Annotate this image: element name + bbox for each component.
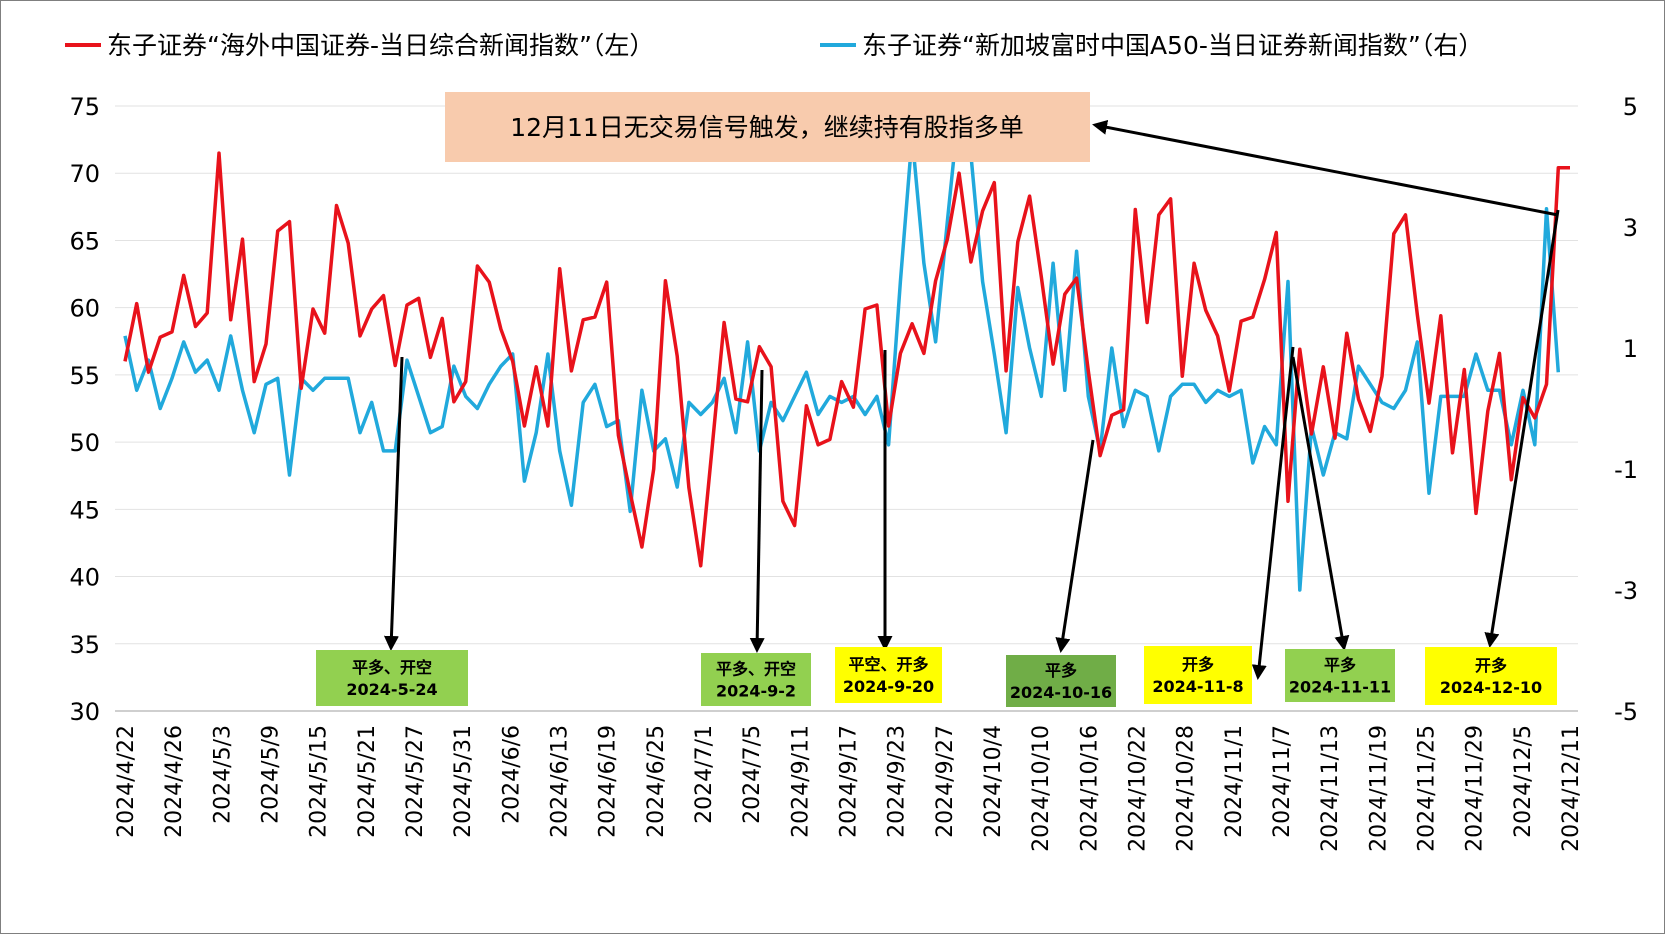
x-tick-label: 2024/5/31 bbox=[451, 725, 476, 838]
x-tick-label: 2024/9/23 bbox=[885, 725, 910, 838]
signal-action: 平多 bbox=[1045, 661, 1077, 680]
signal-arrow bbox=[1484, 209, 1560, 648]
signal-date: 2024-9-2 bbox=[716, 682, 796, 701]
x-tick-label: 2024/6/25 bbox=[644, 725, 669, 838]
signal-date: 2024-11-8 bbox=[1152, 677, 1243, 696]
right-axis-ticks: -5 -3 -1 1 3 5 bbox=[1614, 93, 1638, 726]
signal-arrow bbox=[1291, 356, 1350, 651]
signal-box: 平空、开多 2024-9-20 bbox=[835, 647, 942, 703]
signal-arrows bbox=[383, 119, 1560, 680]
signal-arrow bbox=[1251, 346, 1295, 680]
x-tick-label: 2024/6/19 bbox=[596, 725, 621, 838]
x-tick-label: 2024/11/1 bbox=[1222, 725, 1247, 838]
x-tick-label: 2024/6/6 bbox=[499, 725, 524, 824]
right-tick-label: -1 bbox=[1614, 456, 1638, 484]
right-tick-label: 1 bbox=[1623, 335, 1638, 363]
x-tick-label: 2024/11/25 bbox=[1415, 725, 1440, 852]
x-tick-label: 2024/7/5 bbox=[740, 725, 765, 824]
x-tick-label: 2024/5/27 bbox=[403, 725, 428, 838]
legend: 东子证券“海外中国证券-当日综合新闻指数”（左） 东子证券“新加坡富时中国A50-… bbox=[65, 31, 1483, 60]
signal-date: 2024-12-10 bbox=[1440, 678, 1542, 697]
left-tick-label: 50 bbox=[69, 429, 100, 457]
right-tick-label: 3 bbox=[1623, 214, 1638, 242]
left-tick-label: 30 bbox=[69, 698, 100, 726]
signal-boxes: 平多、开空 2024-5-24 平多、开空 2024-9-2 平空、开多 2024-9-2… bbox=[316, 646, 1557, 707]
x-tick-label: 2024/10/28 bbox=[1174, 725, 1199, 852]
left-tick-label: 65 bbox=[69, 227, 100, 255]
signal-date: 2024-11-11 bbox=[1289, 678, 1391, 697]
series-lines bbox=[123, 104, 1570, 592]
x-tick-label: 2024/12/5 bbox=[1511, 725, 1536, 838]
signal-box: 平多 2024-10-16 bbox=[1006, 655, 1116, 707]
left-tick-label: 55 bbox=[69, 362, 100, 390]
callout: 12月11日无交易信号触发，继续持有股指多单 bbox=[445, 92, 1090, 162]
signal-arrow bbox=[1092, 119, 1559, 217]
x-tick-label: 2024/6/13 bbox=[548, 725, 573, 838]
signal-arrow bbox=[749, 369, 765, 653]
signal-box: 平多、开空 2024-5-24 bbox=[316, 650, 468, 706]
x-tick-label: 2024/10/10 bbox=[1029, 725, 1054, 852]
x-tick-label: 2024/5/15 bbox=[307, 725, 332, 838]
series-line-left bbox=[123, 151, 1570, 568]
x-tick-label: 2024/11/13 bbox=[1318, 725, 1343, 852]
x-tick-label: 2024/12/11 bbox=[1559, 725, 1584, 852]
x-axis-ticks: 2024/4/22 2024/4/26 2024/5/3 2024/5/9 2024/5… bbox=[114, 725, 1584, 852]
x-tick-label: 2024/11/7 bbox=[1270, 725, 1295, 838]
right-tick-label: -3 bbox=[1614, 577, 1638, 605]
signal-date: 2024-10-16 bbox=[1010, 683, 1112, 702]
x-tick-label: 2024/10/22 bbox=[1126, 725, 1151, 852]
signal-action: 开多 bbox=[1475, 656, 1507, 675]
x-tick-label: 2024/7/1 bbox=[692, 725, 717, 824]
signal-box: 开多 2024-12-10 bbox=[1425, 647, 1557, 705]
signal-action: 平多、开空 bbox=[352, 658, 432, 677]
legend-label: 东子证券“海外中国证券-当日综合新闻指数”（左） bbox=[107, 31, 654, 60]
right-tick-label: -5 bbox=[1614, 698, 1638, 726]
signal-arrow bbox=[383, 356, 404, 651]
x-tick-label: 2024/10/4 bbox=[981, 725, 1006, 838]
x-tick-label: 2024/5/21 bbox=[355, 725, 380, 838]
signal-arrow bbox=[1055, 439, 1095, 653]
left-tick-label: 40 bbox=[69, 564, 100, 592]
legend-label: 东子证券“新加坡富时中国A50-当日证券新闻指数”（右） bbox=[862, 31, 1483, 60]
x-tick-label: 2024/4/26 bbox=[162, 725, 187, 838]
signal-box: 平多 2024-11-11 bbox=[1285, 649, 1395, 702]
x-tick-label: 2024/5/9 bbox=[259, 725, 284, 824]
signal-action: 开多 bbox=[1182, 655, 1214, 674]
x-tick-label: 2024/9/17 bbox=[837, 725, 862, 838]
left-tick-label: 35 bbox=[69, 631, 100, 659]
x-tick-label: 2024/11/29 bbox=[1463, 725, 1488, 852]
gridlines bbox=[115, 105, 1578, 712]
signal-date: 2024-5-24 bbox=[346, 680, 437, 699]
x-tick-label: 2024/10/16 bbox=[1077, 725, 1102, 852]
x-tick-label: 2024/9/27 bbox=[933, 725, 958, 838]
callout-text: 12月11日无交易信号触发，继续持有股指多单 bbox=[510, 113, 1024, 142]
left-tick-label: 75 bbox=[69, 93, 100, 121]
signal-action: 平空、开多 bbox=[848, 655, 928, 674]
left-axis-ticks: 30 35 40 45 50 55 60 65 70 75 bbox=[69, 93, 100, 726]
x-tick-label: 2024/11/19 bbox=[1366, 725, 1391, 852]
signal-action: 平多、开空 bbox=[716, 660, 796, 679]
x-tick-label: 2024/5/3 bbox=[210, 725, 235, 824]
x-tick-label: 2024/9/11 bbox=[788, 725, 813, 838]
signal-box: 平多、开空 2024-9-2 bbox=[701, 653, 811, 706]
signal-date: 2024-9-20 bbox=[843, 677, 934, 696]
signal-box: 开多 2024-11-8 bbox=[1144, 646, 1252, 704]
series-line-right bbox=[123, 104, 1561, 592]
left-tick-label: 60 bbox=[69, 295, 100, 323]
left-tick-label: 45 bbox=[69, 496, 100, 524]
left-tick-label: 70 bbox=[69, 160, 100, 188]
x-tick-label: 2024/4/22 bbox=[114, 725, 139, 838]
signal-action: 平多 bbox=[1324, 656, 1356, 675]
right-tick-label: 5 bbox=[1623, 93, 1638, 121]
